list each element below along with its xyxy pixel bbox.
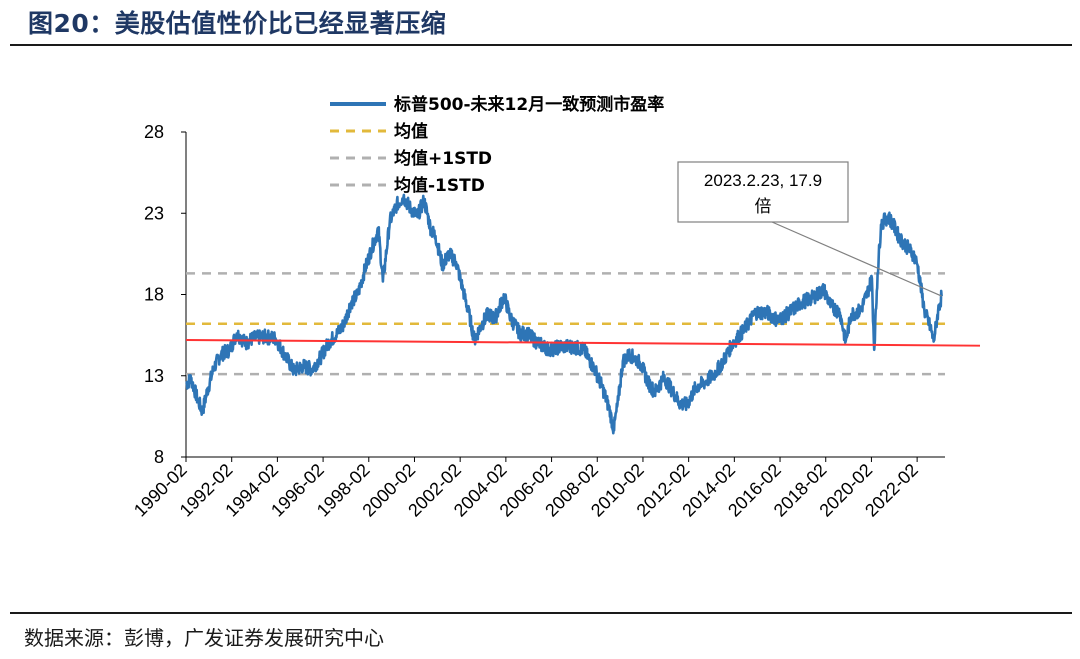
- callout-text-line2: 倍: [755, 197, 772, 216]
- figure-title: 图20：美股估值性价比已经显著压缩: [28, 9, 447, 38]
- y-tick-label: 23: [144, 203, 164, 223]
- callout-annotation: 2023.2.23, 17.9 倍: [677, 161, 942, 297]
- legend-label-series: 标普500-未来12月一致预测市盈率: [394, 94, 664, 115]
- reference-lines: [186, 272, 945, 376]
- y-axis: 8 13 18 23 28: [144, 122, 187, 467]
- red-trend-line: [185, 339, 981, 347]
- y-tick-label: 18: [144, 285, 164, 305]
- callout-text-line1: 2023.2.23, 17.9: [704, 171, 822, 190]
- callout-box: [677, 161, 849, 223]
- callout-leader-line: [771, 221, 942, 297]
- x-axis: 1990-021992-021994-021996-021998-022000-…: [130, 456, 945, 521]
- trend-layer: [185, 339, 981, 347]
- y-tick-label: 13: [144, 366, 164, 386]
- legend-label-mean-minus-std: 均值-1STD: [394, 175, 485, 196]
- legend: 标普500-未来12月一致预测市盈率 均值 均值+1STD 均值-1STD: [330, 94, 664, 196]
- y-tick-label: 8: [154, 447, 164, 467]
- y-tick-label: 28: [144, 122, 164, 142]
- legend-label-mean: 均值: [394, 121, 428, 142]
- legend-label-mean-plus-std: 均值+1STD: [394, 148, 492, 169]
- chart: 8 13 18 23 28 1990-021992-021994-021996-0219…: [130, 94, 981, 521]
- header-rule: [10, 44, 1072, 46]
- footer-rule: [10, 612, 1072, 614]
- series-layer: [185, 193, 943, 435]
- series-line-sp500-forward-pe: [185, 193, 943, 435]
- source-note: 数据来源：彭博，广发证券发展研究中心: [24, 626, 384, 650]
